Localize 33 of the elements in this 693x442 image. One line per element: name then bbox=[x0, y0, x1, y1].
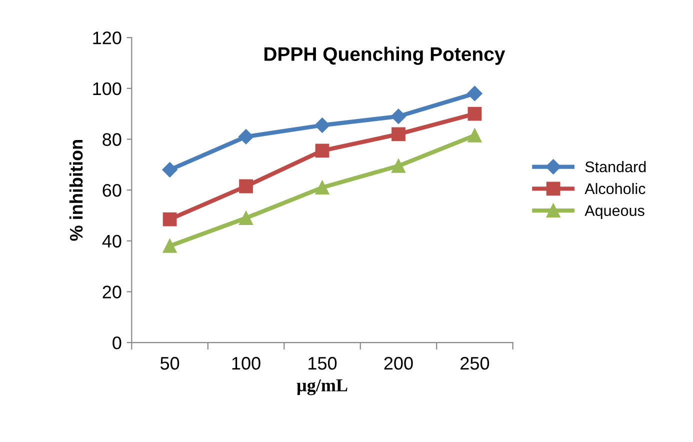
chart-title: DPPH Quenching Potency bbox=[264, 46, 506, 65]
legend-label: Aqueous bbox=[584, 205, 644, 220]
point bbox=[467, 86, 482, 102]
y-tick-label: 40 bbox=[102, 234, 122, 248]
y-tick-label: 80 bbox=[102, 133, 122, 146]
y-axis-title: % inhibition bbox=[69, 140, 83, 241]
legend-label: Standard bbox=[585, 161, 646, 172]
y-tick-label: 0 bbox=[112, 336, 122, 350]
x-tick-label: 50 bbox=[160, 356, 180, 370]
x-tick-label: 100 bbox=[232, 356, 260, 370]
point bbox=[468, 128, 482, 142]
point bbox=[315, 144, 330, 158]
y-tick-label: 100 bbox=[93, 82, 122, 96]
y-tick-label: 120 bbox=[93, 32, 122, 44]
legend-label: Alcoholic bbox=[584, 182, 646, 194]
point bbox=[238, 129, 254, 144]
point bbox=[314, 118, 330, 133]
point bbox=[162, 239, 177, 253]
x-tick-label: 250 bbox=[460, 356, 490, 370]
x-axis-title: µg/mL bbox=[296, 379, 348, 396]
point bbox=[468, 106, 482, 121]
x-tick-label: 200 bbox=[384, 356, 413, 370]
point bbox=[390, 108, 406, 124]
point bbox=[162, 212, 177, 226]
point bbox=[239, 179, 253, 194]
point bbox=[315, 180, 330, 194]
point bbox=[392, 158, 406, 173]
y-tick-label: 20 bbox=[102, 286, 122, 298]
y-tick-label: 60 bbox=[102, 184, 122, 197]
point bbox=[239, 211, 253, 225]
point bbox=[162, 162, 178, 178]
x-tick-label: 150 bbox=[308, 356, 337, 370]
point bbox=[392, 127, 406, 142]
